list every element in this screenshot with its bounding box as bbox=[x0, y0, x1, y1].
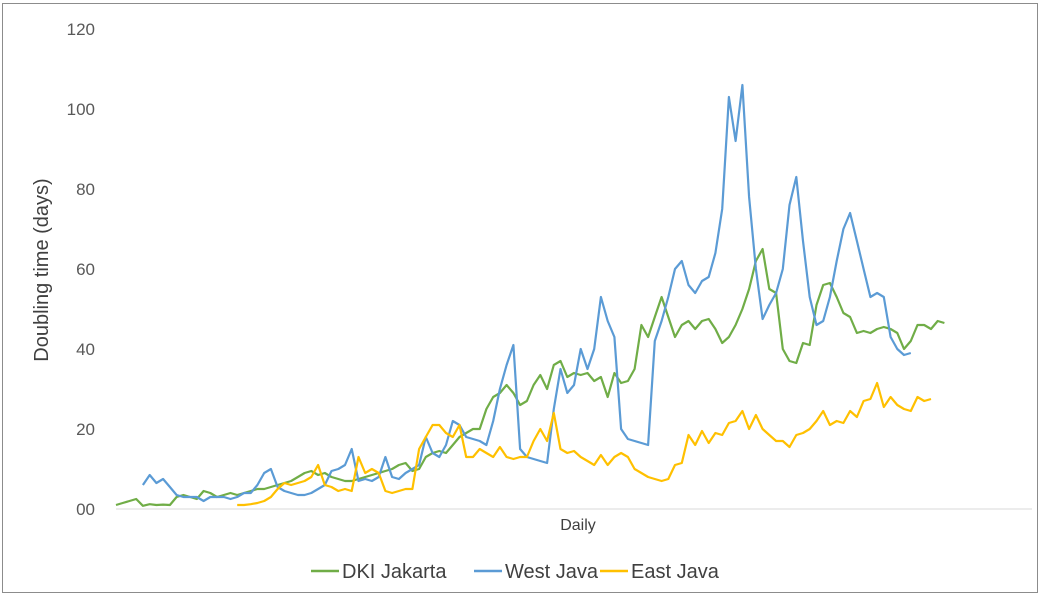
legend-label: DKI Jakarta bbox=[342, 561, 447, 583]
y-axis-ticks: 00 20 40 60 80 100 120 bbox=[67, 20, 95, 519]
chart-frame bbox=[2, 3, 1038, 593]
series-line-dki-jakarta bbox=[115, 247, 945, 507]
legend-label: East Java bbox=[631, 561, 720, 583]
y-tick-label: 20 bbox=[76, 420, 95, 439]
x-axis-title: Daily bbox=[560, 517, 596, 534]
series-lines bbox=[115, 83, 945, 507]
legend-label: West Java bbox=[505, 561, 599, 583]
series-line-west-java bbox=[141, 83, 912, 503]
y-tick-label: 80 bbox=[76, 180, 95, 199]
y-axis-title: Doubling time (days) bbox=[31, 178, 53, 361]
y-tick-label: 40 bbox=[76, 340, 95, 359]
y-tick-label: 00 bbox=[76, 500, 95, 519]
y-tick-label: 120 bbox=[67, 20, 95, 39]
y-tick-label: 60 bbox=[76, 260, 95, 279]
y-tick-label: 100 bbox=[67, 100, 95, 119]
series-line-east-java bbox=[237, 381, 932, 507]
legend: DKI Jakarta West Java East Java bbox=[311, 561, 720, 583]
